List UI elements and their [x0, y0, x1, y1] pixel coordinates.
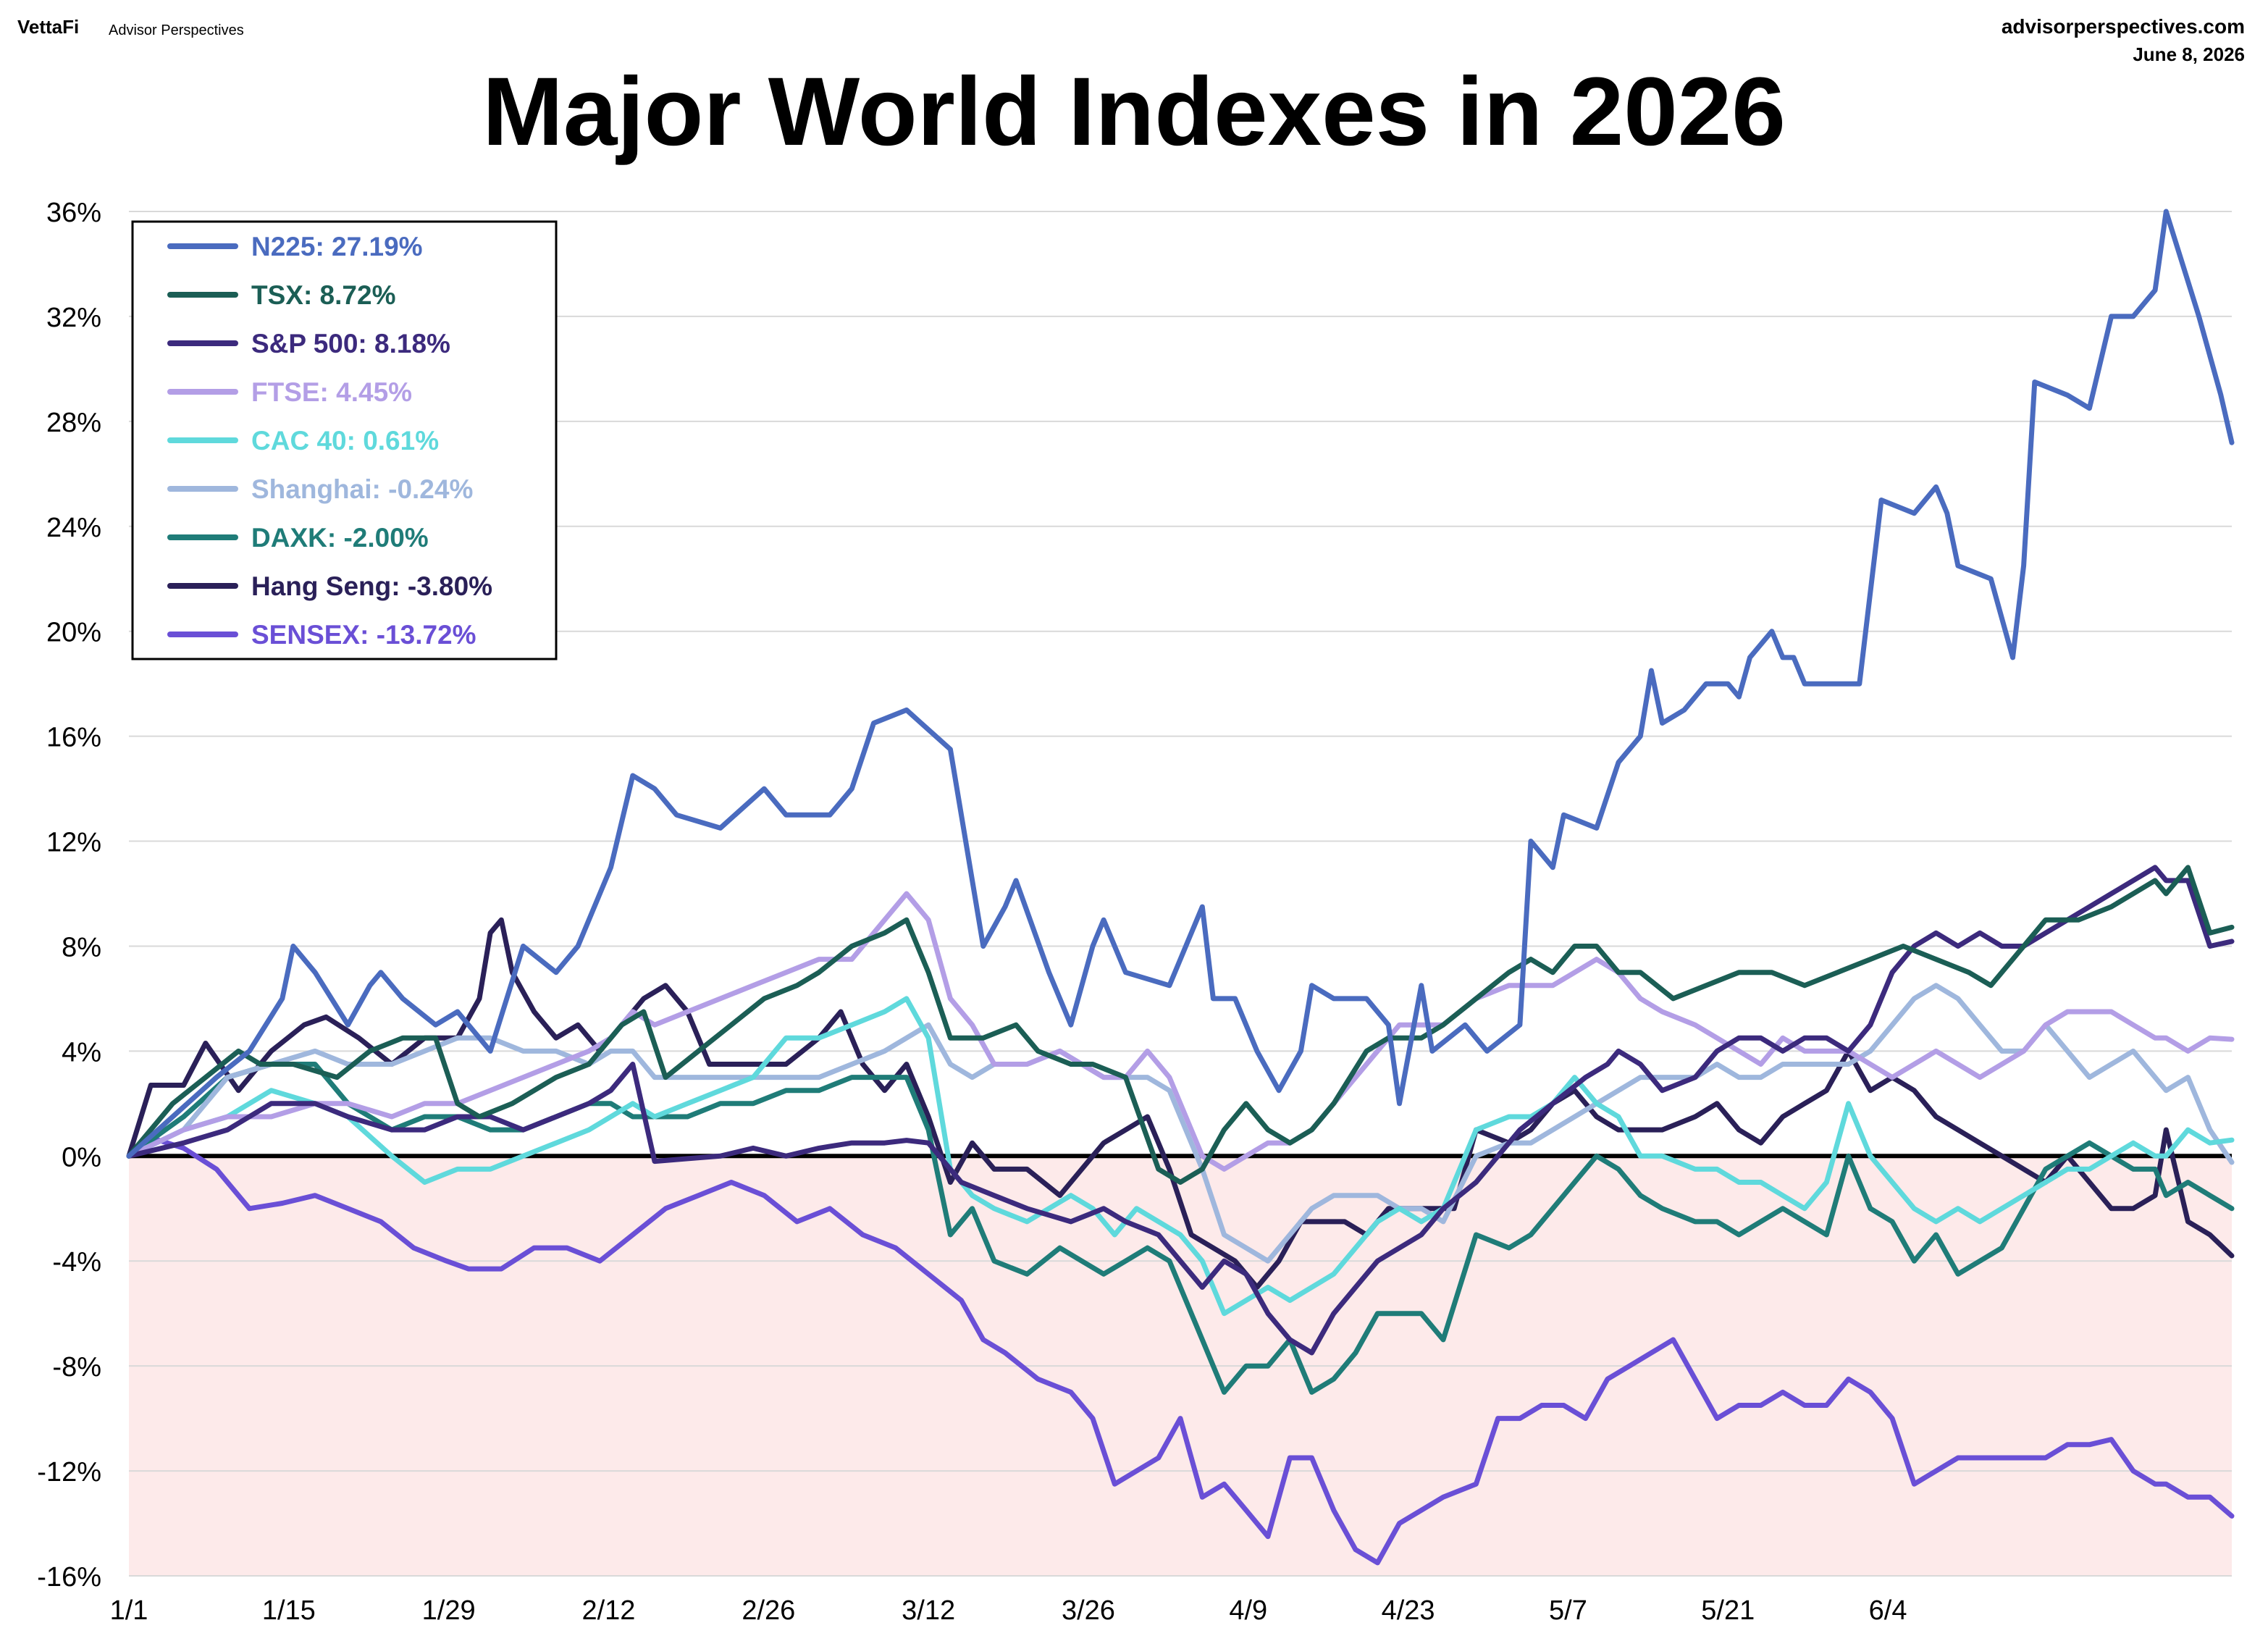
site-name: advisorperspectives.com	[2002, 15, 2245, 38]
series-line-ftse	[126, 891, 2235, 1172]
y-tick-label: 16%	[46, 723, 101, 753]
brand-sub: Advisor Perspectives	[109, 22, 244, 38]
legend-label: TSX: 8.72%	[251, 280, 395, 310]
series-line-hang-seng	[126, 917, 2235, 1290]
legend-label: DAXK: -2.00%	[251, 523, 429, 553]
x-tick-label: 1/15	[262, 1595, 316, 1626]
x-tick-label: 5/7	[1549, 1595, 1587, 1626]
y-tick-label: 20%	[46, 618, 101, 648]
legend: N225: 27.19% TSX: 8.72% S&P 500: 8.18% FTSE…	[131, 220, 558, 660]
y-tick-label: 32%	[46, 303, 101, 333]
series-line-cac-40	[126, 996, 2235, 1317]
legend-label: SENSEX: -13.72%	[251, 620, 476, 650]
series-line-n225	[126, 209, 2235, 1159]
x-tick-label: 6/4	[1869, 1595, 1907, 1626]
x-tick-label: 3/26	[1062, 1595, 1115, 1626]
x-tick-label: 3/12	[902, 1595, 955, 1626]
y-tick-label: -4%	[52, 1247, 101, 1277]
y-tick-label: 0%	[62, 1142, 101, 1172]
series-lines	[126, 209, 2235, 1566]
series-line-shanghai	[126, 983, 2235, 1264]
y-tick-label: -8%	[52, 1352, 101, 1382]
legend-label: CAC 40: 0.61%	[251, 426, 439, 456]
x-tick-label: 4/9	[1229, 1595, 1267, 1626]
x-tick-label: 1/29	[422, 1595, 476, 1626]
legend-label: Hang Seng: -3.80%	[251, 571, 492, 601]
legend-label: N225: 27.19%	[251, 232, 423, 261]
series-line-tsx	[126, 865, 2235, 1185]
report-date: June 8, 2026	[2133, 43, 2245, 65]
y-tick-label: -12%	[37, 1457, 101, 1488]
brand-name: VettaFi	[17, 16, 79, 38]
y-axis-ticks: 36% 32% 28% 24% 20% 16% 12% 8% 4% 0% -4% -8% -12% -16…	[37, 198, 101, 1593]
x-tick-label: 4/23	[1382, 1595, 1435, 1626]
y-tick-label: -16%	[37, 1562, 101, 1593]
legend-label: Shanghai: -0.24%	[251, 474, 473, 504]
series-line-s-p-500	[126, 865, 2235, 1356]
x-tick-label: 2/12	[581, 1595, 635, 1626]
y-tick-label: 28%	[46, 408, 101, 438]
chart-title: Major World Indexes in 2026	[482, 58, 1786, 166]
series-line-sensex	[126, 1135, 2235, 1566]
brand-logo: VettaFi Advisor Perspectives	[17, 16, 244, 38]
y-tick-label: 12%	[46, 828, 101, 858]
legend-label: S&P 500: 8.18%	[251, 329, 450, 358]
y-tick-label: 4%	[62, 1037, 101, 1067]
x-tick-label: 5/21	[1701, 1595, 1755, 1626]
y-tick-label: 24%	[46, 513, 101, 543]
y-tick-label: 36%	[46, 198, 101, 228]
legend-label: FTSE: 4.45%	[251, 377, 412, 407]
x-tick-label: 2/26	[742, 1595, 795, 1626]
y-tick-label: 8%	[62, 932, 101, 962]
x-tick-label: 1/1	[110, 1595, 148, 1626]
x-axis-ticks: 1/1 1/15 1/29 2/12 2/26 3/12 3/26 4/9 4/23 5/7 5/2…	[110, 1595, 1907, 1626]
